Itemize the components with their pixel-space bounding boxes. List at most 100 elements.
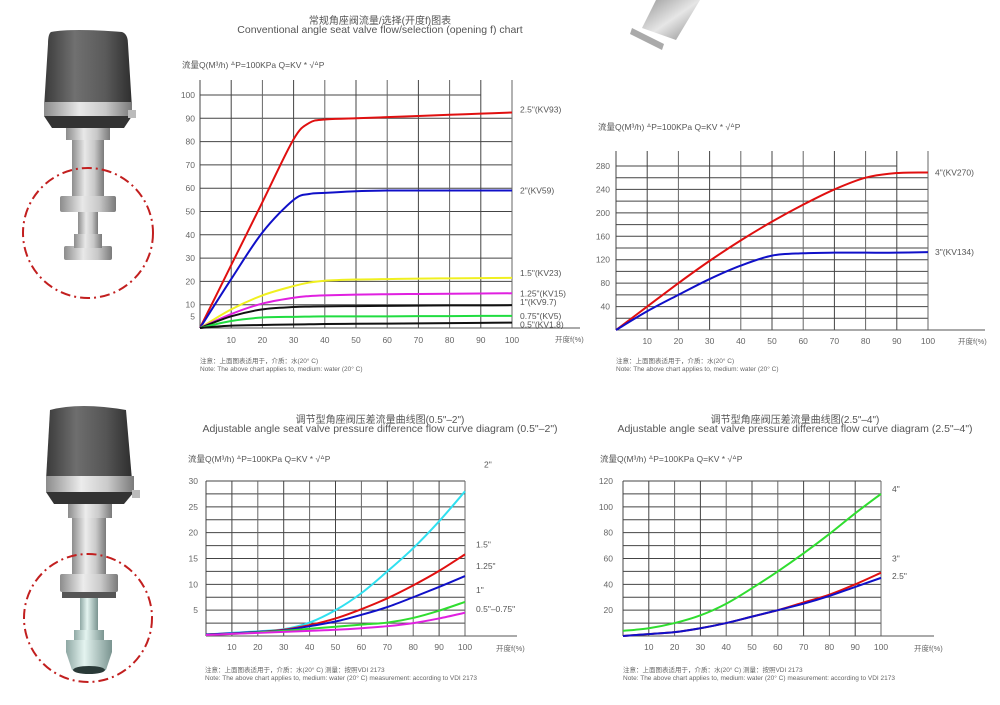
x-tick-label: 60 — [357, 642, 367, 652]
y-tick-label: 90 — [186, 113, 196, 123]
note-en: Note: The above chart applies to, medium… — [623, 675, 896, 682]
y-tick-label: 15 — [189, 554, 199, 564]
series-label: 1.5"(KV23) — [520, 268, 561, 278]
x-tick-label: 100 — [921, 336, 935, 346]
chart3-formula: 流量Q(M³/h) ᐞP=100KPa Q=KV * √ᐞP — [188, 454, 331, 464]
series-label: 0.5"(KV1.8) — [520, 320, 564, 330]
y-tick-label: 200 — [596, 208, 610, 218]
chart-2: 40 80 120 160 200 240 280 10 20 30 40 50 60 70 80 90 100… — [596, 151, 987, 346]
x-tick-label: 40 — [320, 335, 330, 345]
series-line — [199, 304, 513, 329]
y-tick-label: 60 — [604, 554, 614, 564]
chart4-formula: 流量Q(M³/h) ᐞP=100KPa Q=KV * √ᐞP — [600, 454, 743, 464]
x-tick-label: 100 — [458, 642, 472, 652]
series-label: 3"(KV134) — [935, 247, 974, 257]
series-line — [622, 493, 882, 632]
y-tick-label: 10 — [189, 579, 199, 589]
x-tick-label: 30 — [289, 335, 299, 345]
chart3-note: 注意：上面图表适用于，介质：水(20° C) 测量：按照VDI 2173 Not… — [205, 667, 477, 683]
series-line — [199, 292, 513, 329]
x-tick-label: 10 — [226, 335, 236, 345]
chart4-title-cn: 调节型角座阀压差流量曲线图(2.5"–4") — [710, 415, 880, 426]
series-line — [199, 189, 512, 329]
x-tick-label: 80 — [861, 336, 871, 346]
series-label: 4" — [892, 484, 900, 494]
x-tick-label: 40 — [736, 336, 746, 346]
y-tick-label: 20 — [186, 276, 196, 286]
y-tick-label: 50 — [186, 207, 196, 217]
note-en: Note: The above chart applies to, medium… — [616, 366, 779, 373]
series-line — [199, 321, 513, 329]
x-axis-label: 开度f(%) — [496, 643, 525, 653]
chart1-title-cn: 常规角座阀流量/选择(开度f)图表 — [308, 16, 452, 27]
series-line — [199, 276, 513, 329]
y-tick-label: 160 — [596, 231, 610, 241]
x-tick-label: 30 — [705, 336, 715, 346]
x-tick-label: 20 — [670, 642, 680, 652]
series-line — [622, 576, 882, 637]
chart4-note: 注意：上面图表适用于，介质：水(20° C) 测量：按照VDI 2173 Not… — [623, 667, 895, 683]
series-label: 0.75"(KV5) — [520, 311, 561, 321]
valve-image-bottom — [20, 380, 160, 700]
series-label: 4"(KV270) — [935, 167, 974, 177]
y-tick-label: 25 — [189, 502, 199, 512]
x-tick-label: 30 — [696, 642, 706, 652]
x-tick-label: 100 — [874, 642, 888, 652]
x-axis-label: 开度f(%) — [914, 643, 943, 653]
y-tick-label: 280 — [596, 161, 610, 171]
y-tick-label: 240 — [596, 184, 610, 194]
note-cn: 注意：上面图表适用于，介质：水(20° C) — [200, 358, 319, 365]
y-tick-label: 80 — [186, 137, 196, 147]
chart1-note: 注意：上面图表适用于，介质：水(20° C) Note: The above c… — [200, 358, 363, 374]
y-tick-label: 70 — [186, 160, 196, 170]
series-line — [615, 251, 929, 331]
x-tick-label: 10 — [227, 642, 237, 652]
series-label: 3" — [892, 554, 900, 564]
chart2-formula: 流量Q(M³/h) ᐞP=100KPa Q=KV * √ᐞP — [598, 122, 741, 132]
x-tick-label: 10 — [644, 642, 654, 652]
y-tick-label: 40 — [604, 579, 614, 589]
series-label: 1.25"(KV15) — [520, 288, 566, 298]
x-tick-label: 20 — [253, 642, 263, 652]
chart1-formula: 流量Q(M³/h) ᐞP=100KPa Q=KV * √ᐞP — [182, 60, 325, 70]
x-tick-label: 70 — [830, 336, 840, 346]
x-tick-label: 20 — [258, 335, 268, 345]
y-tick-label: 80 — [604, 528, 614, 538]
chart4-title-en: Adjustable angle seat valve pressure dif… — [617, 423, 973, 435]
chart3-title-cn: 调节型角座阀压差流量曲线图(0.5"–2") — [295, 415, 465, 426]
x-tick-label: 50 — [351, 335, 361, 345]
chart1-title-en: Conventional angle seat valve flow/selec… — [237, 24, 523, 36]
y-tick-label: 100 — [599, 502, 613, 512]
y-tick-label: 20 — [604, 605, 614, 615]
note-cn: 注意：上面图表适用于，介质：水(20° C) 测量：按照VDI 2173 — [623, 667, 803, 674]
y-tick-label: 120 — [596, 255, 610, 265]
y-tick-label: 40 — [186, 230, 196, 240]
valve-illustration-icon — [22, 30, 154, 299]
valve-image-top — [20, 30, 160, 330]
series-label: 2" — [484, 459, 492, 469]
valve-illustration-icon — [23, 406, 153, 683]
y-tick-label: 60 — [186, 183, 196, 193]
x-tick-label: 60 — [773, 642, 783, 652]
series-label: 1.25" — [476, 561, 496, 571]
series-label: 1" — [476, 585, 484, 595]
y-tick-label: 40 — [601, 302, 611, 312]
note-en: Note: The above chart applies to, medium… — [200, 366, 363, 373]
chart3-title-en: Adjustable angle seat valve pressure dif… — [202, 423, 558, 435]
x-axis-label: 开度f(%) — [958, 336, 987, 346]
y-tick-label: 100 — [181, 90, 195, 100]
valve-fragment-image — [628, 0, 708, 50]
series-label: 2.5"(KV93) — [520, 104, 561, 114]
x-tick-label: 50 — [767, 336, 777, 346]
x-tick-label: 30 — [279, 642, 289, 652]
x-tick-label: 80 — [408, 642, 418, 652]
y-tick-label: 5 — [190, 311, 195, 321]
y-tick-label: 10 — [186, 300, 196, 310]
note-en: Note: The above chart applies to, medium… — [205, 675, 478, 682]
x-tick-label: 40 — [305, 642, 315, 652]
x-tick-label: 100 — [505, 335, 519, 345]
y-tick-label: 5 — [193, 605, 198, 615]
series-line — [615, 171, 929, 331]
